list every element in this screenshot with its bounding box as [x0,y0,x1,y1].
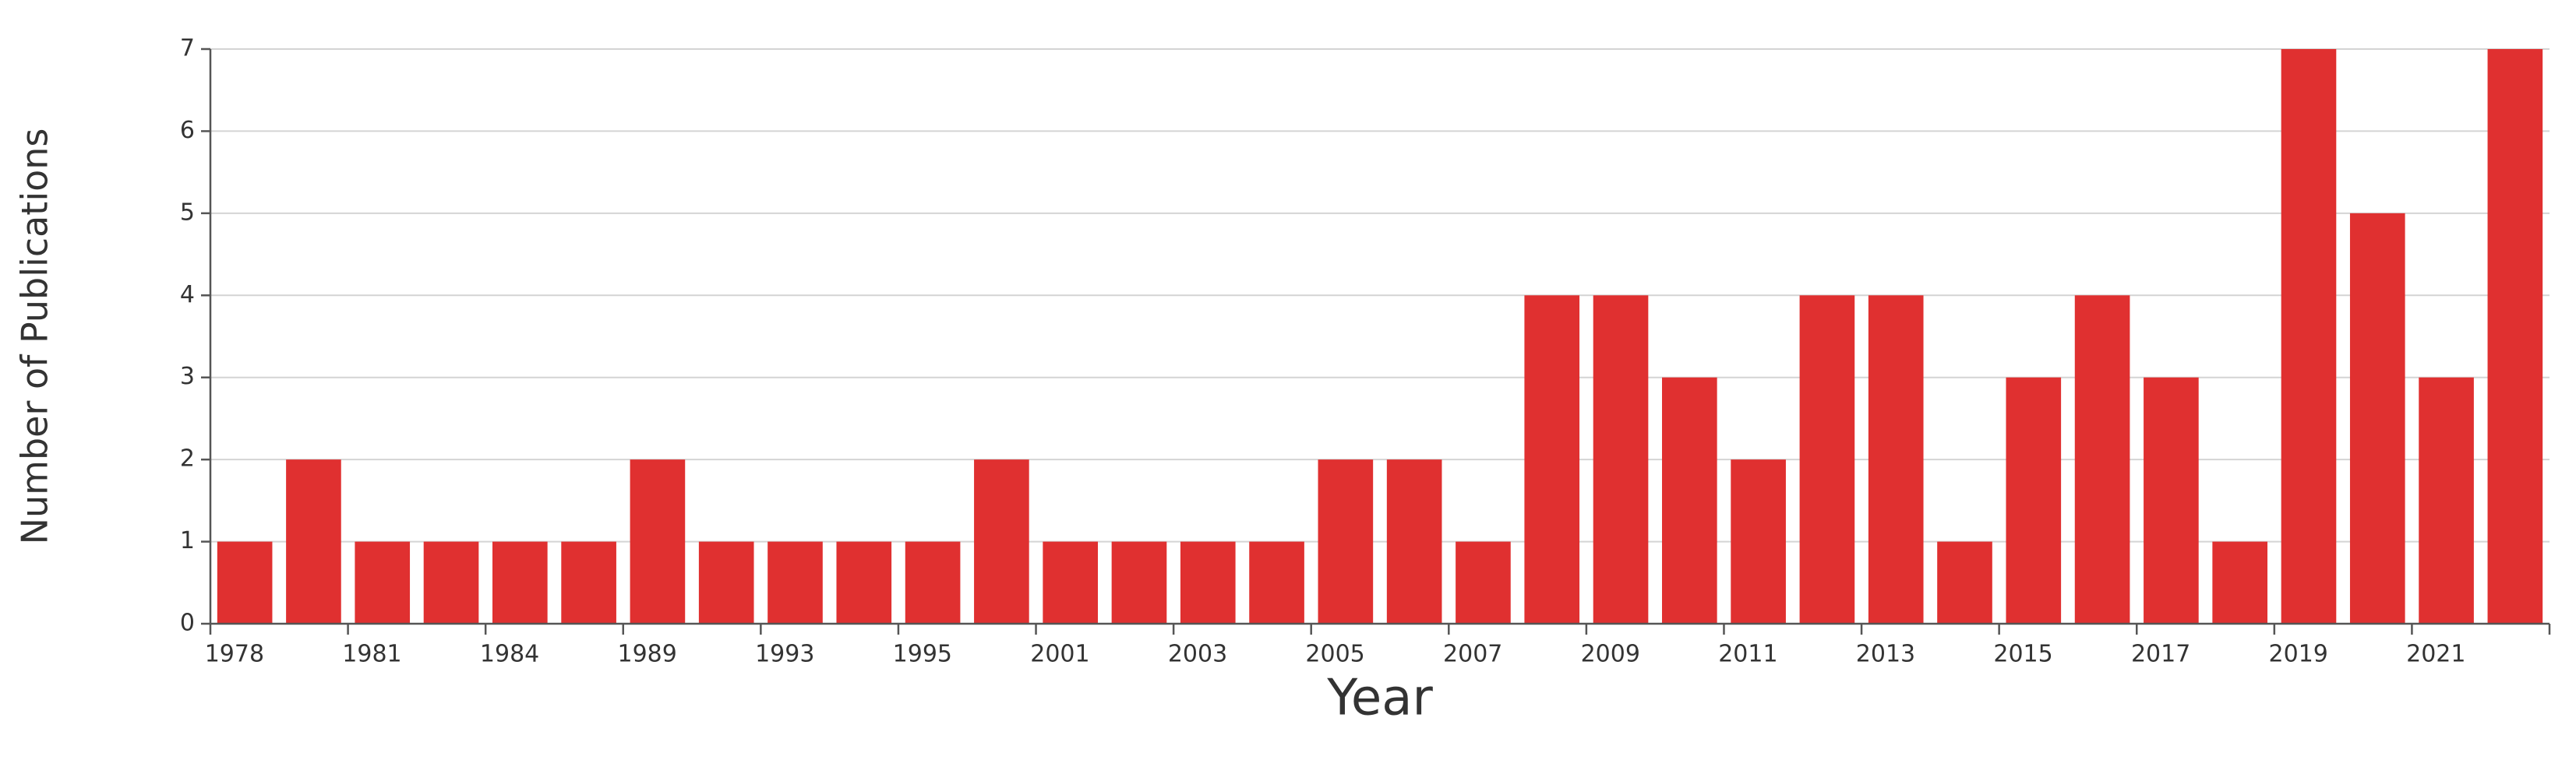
bar [2419,377,2474,624]
bar [1731,459,1786,624]
bar [1043,541,1098,624]
x-tick-label: 2017 [2131,641,2190,668]
bar [355,541,411,624]
x-tick-label: 1989 [617,641,676,668]
x-tick-label: 2003 [1168,641,1227,668]
bar [630,459,686,624]
x-tick-label: 1993 [755,641,814,668]
x-tick-label: 1995 [893,641,952,668]
y-tick-label: 7 [180,35,195,62]
x-tick-label: 2005 [1305,641,1364,668]
x-tick-label: 2011 [1718,641,1777,668]
bar [2144,377,2199,624]
bar [768,541,823,624]
bar [492,541,548,624]
bar [698,541,754,624]
bar [1799,295,1855,624]
x-tick-label: 1978 [205,641,264,668]
x-tick-label: 2021 [2406,641,2465,668]
x-tick-label: 2009 [1581,641,1640,668]
bar [1593,295,1649,624]
x-tick-label: 2019 [2269,641,2328,668]
x-axis-title: Year [1326,670,1433,727]
bar [1868,295,1924,624]
bar [1456,541,1511,624]
bar [2349,213,2405,624]
y-tick-label: 5 [180,199,195,226]
y-tick-label: 3 [180,363,195,390]
bar [1249,541,1304,624]
y-tick-label: 6 [180,117,195,144]
bar [2074,295,2130,624]
x-tick-label: 2001 [1030,641,1089,668]
x-tick-label: 2015 [1993,641,2052,668]
bar [286,459,341,624]
bar [2212,541,2267,624]
x-tick-label: 1984 [480,641,539,668]
x-tick-label: 1981 [342,641,401,668]
bar [423,541,479,624]
y-tick-label: 2 [180,445,195,473]
bar [1111,541,1167,624]
bar [836,541,892,624]
bar [217,541,273,624]
bar [1386,459,1442,624]
y-tick-label: 0 [180,610,195,637]
bar [1937,541,1992,624]
x-tick-label: 2013 [1856,641,1915,668]
bar [1180,541,1236,624]
x-tick-label: 2007 [1443,641,1502,668]
y-tick-label: 1 [180,527,195,554]
bar [1662,377,1717,624]
bar [974,459,1029,624]
bar [2487,49,2543,624]
y-tick-label: 4 [180,281,195,308]
bar [905,541,961,624]
bar [2281,49,2337,624]
bar [1318,459,1374,624]
bar [561,541,616,624]
bar [2006,377,2062,624]
bar [1524,295,1580,624]
y-axis-title: Number of Publications [14,128,56,545]
